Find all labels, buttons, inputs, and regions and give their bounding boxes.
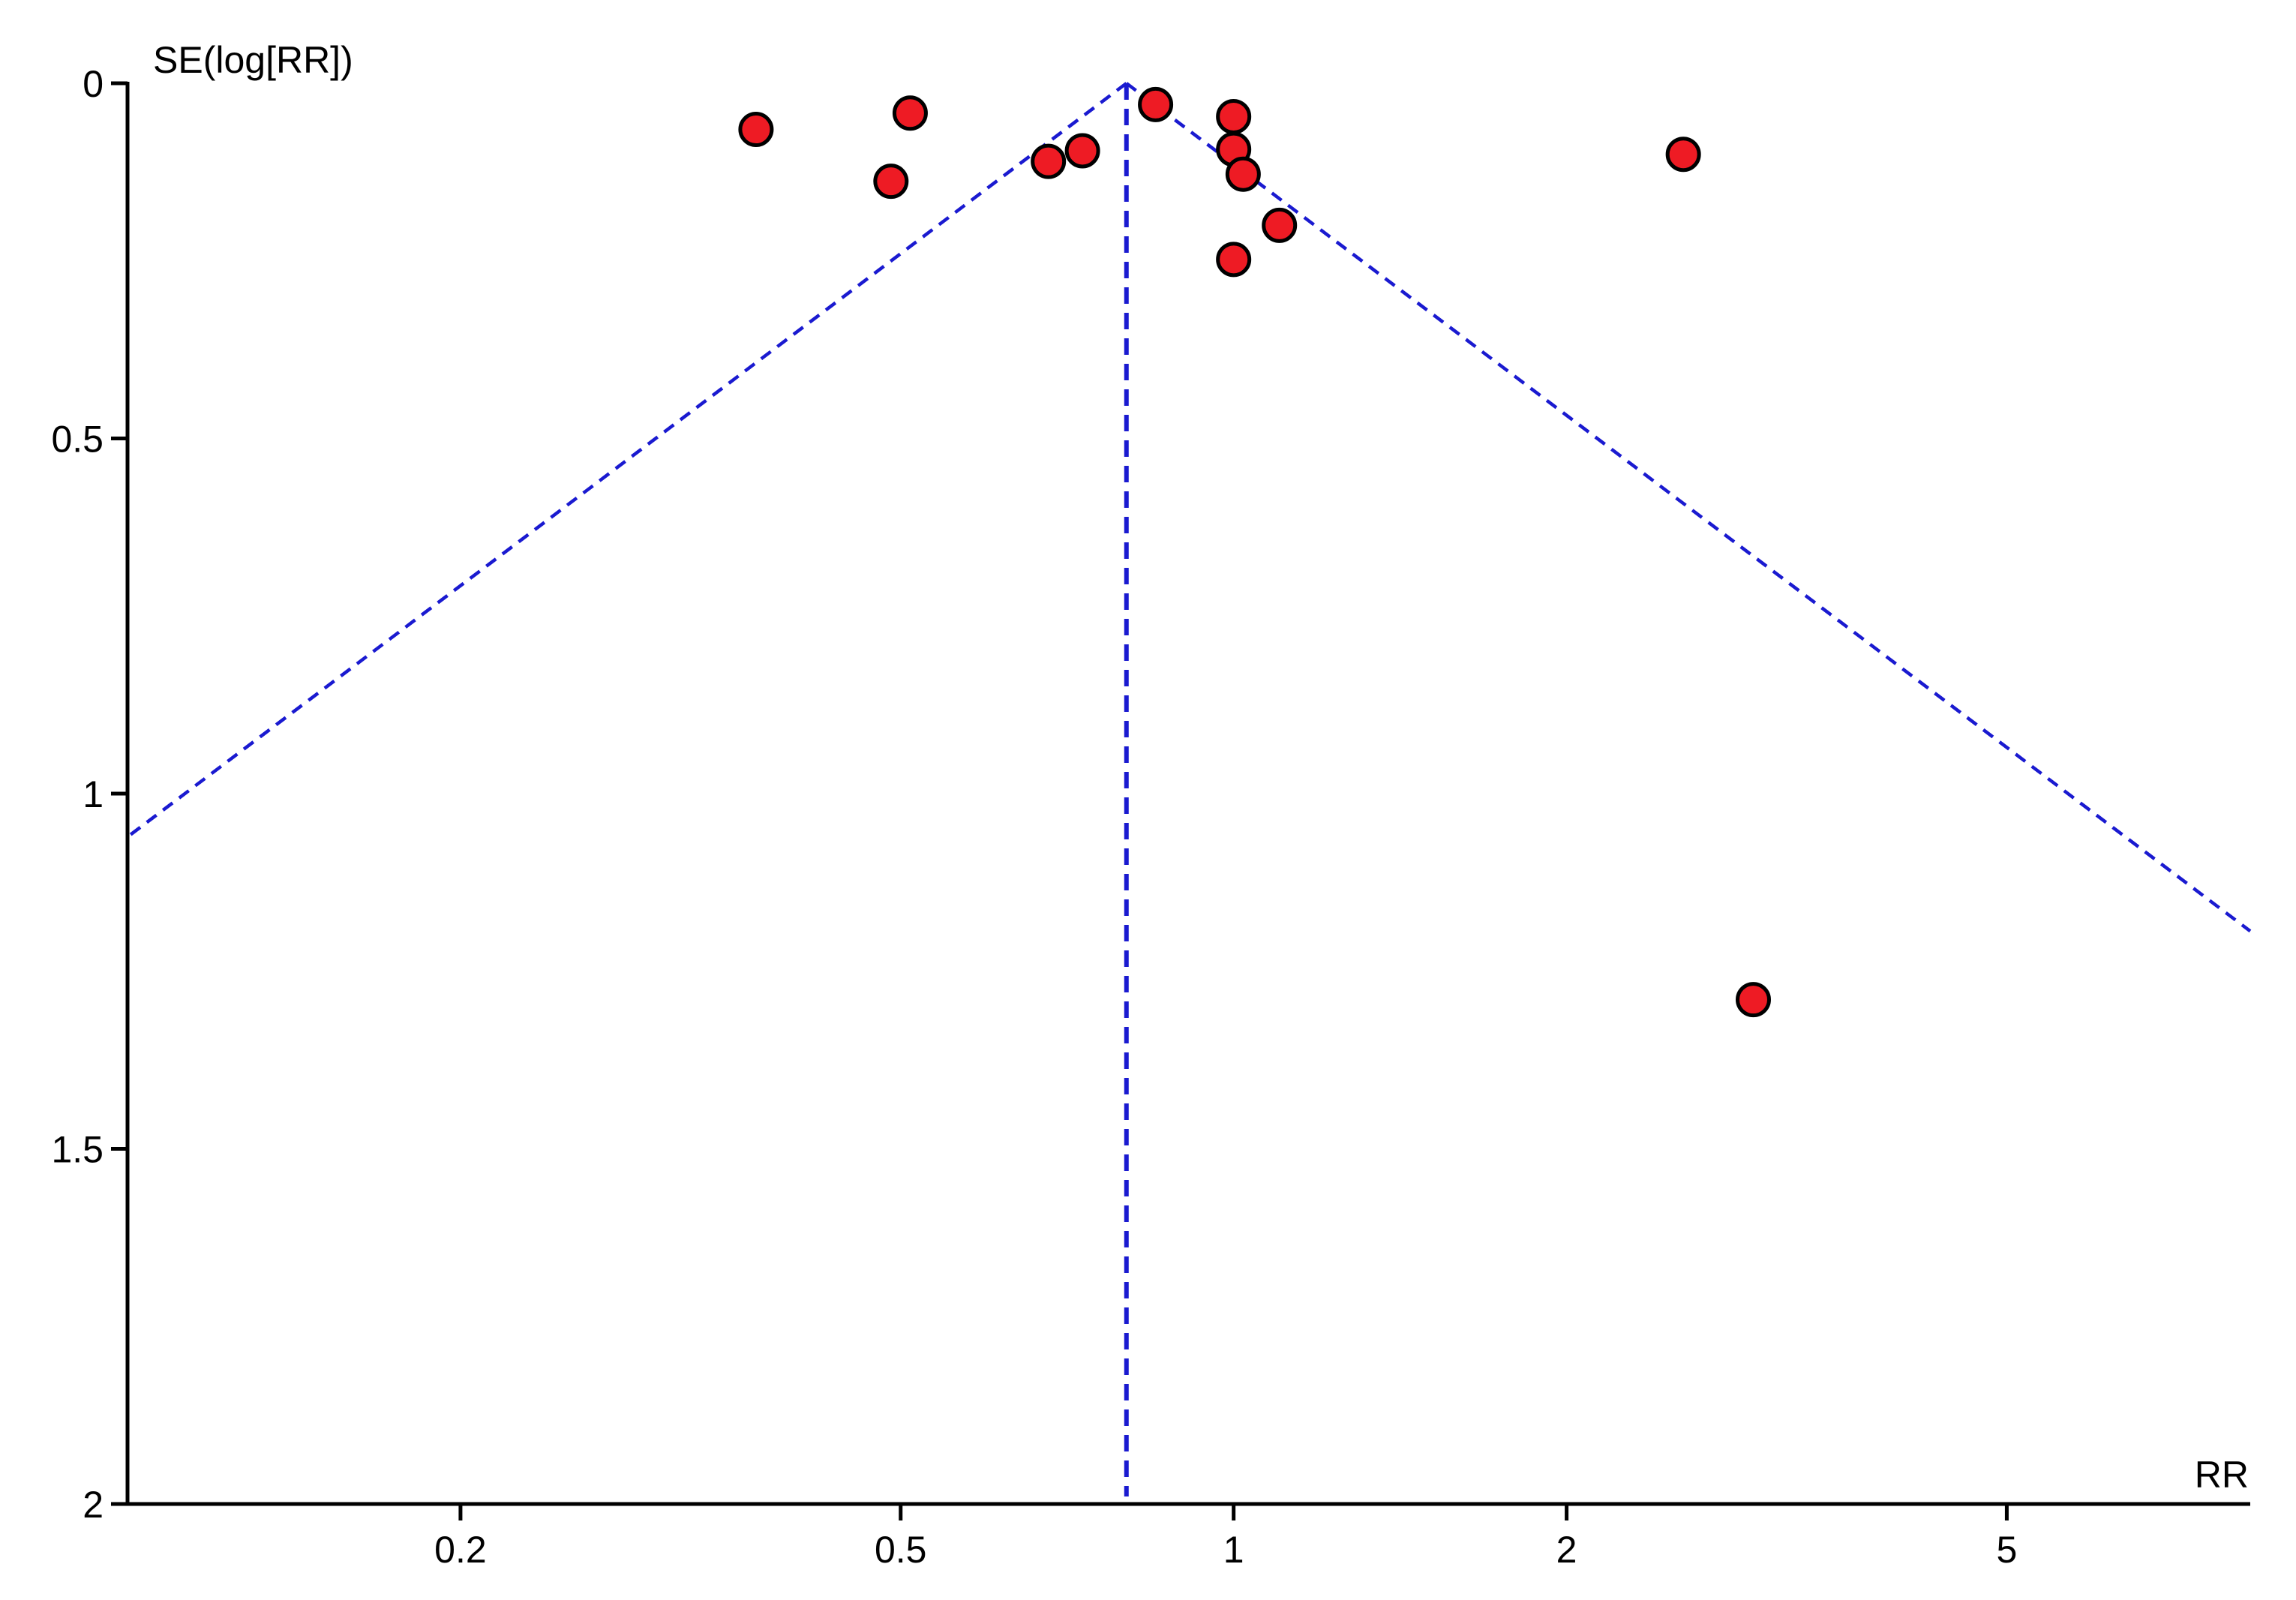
x-tick-label: 5 [1997, 1529, 2018, 1571]
y-tick-label: 2 [83, 1484, 104, 1526]
y-tick-label: 0 [83, 63, 104, 105]
x-tick-label: 0.2 [434, 1529, 487, 1571]
funnel-guides [126, 82, 2252, 1496]
x-tick-label: 1 [1223, 1529, 1244, 1571]
x-axis-title: RR [2195, 1454, 2249, 1496]
y-tick-label: 0.5 [51, 419, 104, 461]
funnel-right-limit [1125, 82, 2252, 933]
study-point [738, 112, 774, 148]
study-points [738, 86, 1771, 1018]
y-axis-ticks: 0 0.5 1 1.5 2 [51, 63, 128, 1526]
study-point [1064, 133, 1100, 169]
x-tick-label: 0.5 [875, 1529, 927, 1571]
study-point [1262, 207, 1298, 243]
y-axis-title: SE(log[RR]) [153, 39, 353, 81]
study-point [1216, 99, 1252, 135]
funnel-left-limit [126, 82, 1128, 839]
x-tick-label: 2 [1556, 1529, 1577, 1571]
study-point [892, 95, 928, 131]
study-point [1735, 982, 1771, 1018]
y-tick-label: 1.5 [51, 1129, 104, 1171]
study-point [1225, 156, 1261, 192]
y-tick-label: 1 [83, 773, 104, 815]
study-point [1216, 242, 1252, 278]
study-point [873, 164, 909, 200]
axes [125, 82, 2250, 1506]
study-point [1665, 137, 1701, 173]
study-point [1031, 143, 1067, 179]
x-axis-ticks: 0.2 0.5 1 2 5 [434, 1504, 2017, 1571]
study-point [1138, 86, 1174, 122]
